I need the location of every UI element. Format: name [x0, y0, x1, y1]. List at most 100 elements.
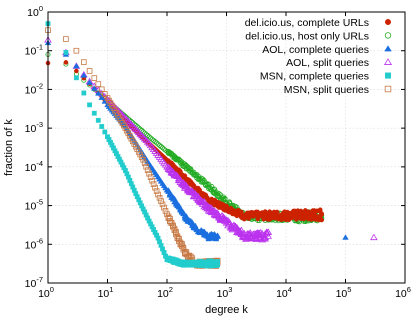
data-point [157, 142, 163, 148]
data-point [130, 123, 139, 131]
series-5 [45, 27, 221, 269]
data-point [239, 209, 244, 215]
data-point [108, 100, 116, 107]
legend-marker [385, 72, 392, 79]
data-point [102, 129, 108, 135]
data-point [161, 204, 167, 211]
data-point [140, 135, 149, 142]
data-point [136, 130, 145, 137]
data-point [210, 207, 219, 214]
x-tick-label: 101 [98, 285, 114, 300]
series-2 [44, 39, 349, 242]
data-point [149, 136, 155, 142]
data-point [98, 94, 105, 100]
x-tick-label: 100 [38, 285, 54, 300]
data-point [212, 186, 218, 192]
data-point [99, 124, 105, 129]
data-point [141, 160, 148, 167]
data-point [143, 131, 149, 137]
data-point [91, 75, 98, 81]
data-point [137, 131, 146, 139]
data-point [81, 59, 87, 65]
data-point [158, 198, 164, 204]
data-point [146, 134, 152, 140]
legend-marker [384, 85, 392, 93]
data-point [81, 90, 87, 96]
data-point [115, 108, 124, 115]
series-4 [45, 21, 220, 269]
data-point [140, 157, 147, 163]
data-point [174, 235, 181, 241]
series-layer [44, 21, 378, 269]
data-point [187, 253, 194, 260]
data-point [179, 241, 185, 247]
data-point [148, 135, 154, 141]
x-axis-label: degree k [205, 304, 248, 316]
legend-marker [385, 19, 392, 26]
data-point [114, 106, 122, 114]
data-point [194, 171, 200, 177]
legend-label: del.icio.us, complete URLs [245, 17, 369, 29]
y-tick-label: 10-4 [25, 159, 43, 174]
data-point [147, 174, 154, 180]
data-point [95, 81, 102, 87]
data-point [198, 198, 207, 206]
grid [48, 12, 405, 283]
data-point [222, 196, 228, 202]
data-point [121, 114, 130, 121]
data-point [319, 217, 325, 223]
data-point [158, 144, 164, 150]
data-point [215, 262, 220, 268]
data-point [124, 117, 133, 124]
y-tick-label: 10-6 [25, 236, 43, 251]
data-point [98, 86, 105, 93]
data-point [155, 191, 161, 198]
data-point [179, 179, 188, 186]
legend-label: MSN, complete queries [260, 71, 369, 83]
data-point [73, 47, 80, 54]
data-point [221, 215, 229, 222]
y-tick-label: 10-1 [25, 43, 43, 58]
data-point [165, 215, 172, 221]
data-point [246, 229, 255, 236]
data-point [149, 177, 155, 184]
data-point [167, 149, 173, 155]
data-point [209, 206, 217, 214]
data-point [80, 72, 88, 78]
data-point [152, 184, 158, 191]
data-point [139, 133, 148, 140]
data-point [127, 120, 136, 128]
data-point [91, 85, 98, 91]
data-point [134, 128, 143, 136]
data-point [87, 102, 92, 108]
data-point [73, 75, 79, 81]
data-point [152, 139, 158, 145]
data-point [201, 178, 207, 184]
data-point [95, 117, 101, 123]
data-point [173, 231, 179, 238]
data-point [164, 165, 173, 172]
data-point [153, 188, 160, 194]
data-point [172, 171, 180, 178]
data-point [146, 170, 152, 177]
y-tick-label: 10-3 [25, 120, 43, 135]
y-tick-label: 100 [27, 4, 43, 19]
data-point [225, 218, 234, 225]
x-tick-label: 104 [276, 285, 292, 300]
y-tick-label: 10-5 [25, 198, 43, 213]
data-point [86, 79, 93, 85]
data-point-outlier [370, 233, 378, 241]
data-point [228, 205, 234, 211]
data-point [171, 225, 178, 232]
data-point [143, 163, 149, 170]
data-point [118, 111, 127, 118]
data-point [188, 188, 197, 195]
data-point [111, 103, 119, 110]
data-point [128, 122, 137, 129]
data-point [142, 130, 148, 136]
data-point [131, 125, 140, 132]
data-point [91, 110, 97, 116]
data-point [156, 195, 163, 201]
